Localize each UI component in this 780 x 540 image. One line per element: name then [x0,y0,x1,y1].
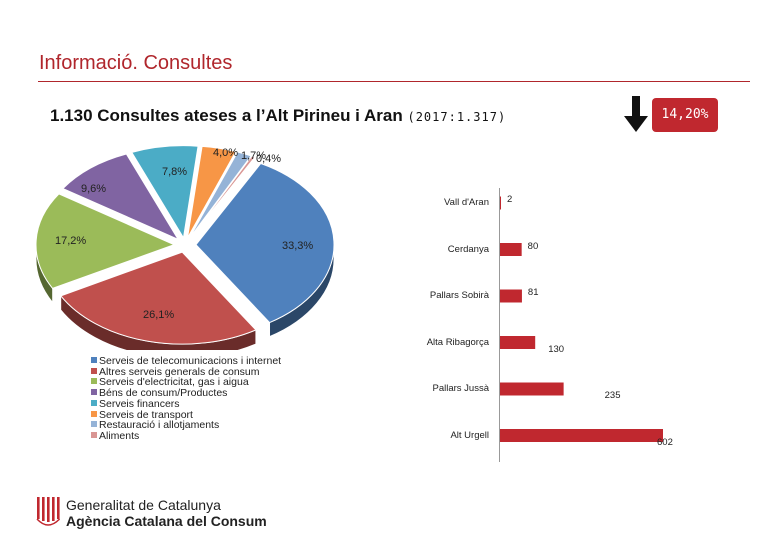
legend-label: Serveis de transport [99,408,193,421]
legend-swatch [91,367,97,374]
pie-slice-label: 9,6% [81,183,107,195]
legend-item: Altres serveis generals de consum [91,365,281,378]
pie-slice [187,145,237,239]
pie-slice-label: 0,4% [256,153,282,165]
legend-item: Béns de consum/Productes [91,388,281,399]
legend-label: Serveis de telecomunicacions i internet [99,355,282,367]
pie-slice [195,162,335,324]
legend-swatch [91,431,97,438]
bar-chart [499,188,663,462]
bar-value-label: 2 [507,194,513,205]
legend-item: Serveis financers [91,397,281,410]
chart-subtitle: 1.130 Consultes ateses a l’Alt Pirineu i… [50,106,506,126]
bar [500,289,522,303]
bar [500,196,501,210]
bar-value-label: 235 [604,390,621,401]
legend-swatch [91,421,97,428]
bar-value-label: 80 [527,240,539,252]
legend-item: Aliments [91,431,281,442]
pie-slice-label: 17,2% [55,235,87,247]
bar-value-label: 81 [527,287,539,298]
pie-slice [35,193,176,289]
pie-slice-label: 26,1% [143,309,175,321]
org-name: Generalitat de Catalunya [66,497,221,513]
pie-chart [35,145,335,350]
pie-slice [189,155,256,239]
legend-swatch [91,389,97,396]
bar [500,429,663,442]
title-underline [38,81,750,82]
bar [500,243,522,256]
arrow-down-icon [624,96,648,132]
legend-item: Serveis d'electricitat, gas i aigua [91,377,281,388]
pie-slice [131,145,199,240]
bar-category-label: Pallars Sobirà [429,290,489,301]
legend-swatch [91,410,97,417]
agency-name: Agència Catalana del Consum [66,513,267,529]
legend-label: Béns de consum/Productes [99,387,228,400]
bar-category-label: Cerdanya [447,243,489,255]
pie-slice [62,153,180,241]
bar-value-label: 130 [548,343,565,355]
legend-label: Restauració i allotjaments [99,419,220,432]
legend-swatch [91,378,97,385]
bar-value-label: 602 [657,436,673,448]
generalitat-logo-icon [36,497,60,526]
bar-category-label: Pallars Jussà [432,383,490,394]
bar-category-label: Alt Urgell [450,429,489,441]
pie-slice-label: 33,3% [282,240,314,252]
subtitle-previous-year: (2017:1.317) [407,110,507,124]
bar [500,382,564,396]
pie-slice [59,251,257,345]
legend-label: Serveis financers [99,397,180,410]
legend-label: Aliments [99,429,140,442]
pie-slice-label: 7,8% [162,166,188,178]
legend-item: Serveis de transport [91,408,281,421]
legend-swatch [91,399,97,406]
pie-slice-label: 4,0% [213,147,239,159]
bar-category-label: Alta Ribagorça [426,336,489,348]
bar-category-label: Vall d'Aran [444,197,489,208]
subtitle-main: 1.130 Consultes ateses a l’Alt Pirineu i… [50,106,403,125]
page-title: Informació. Consultes [39,52,233,74]
bar [500,336,536,349]
pie-slice-label: 1,7% [241,150,267,162]
pie-legend: Serveis de telecomunicacions i internet A… [91,356,281,442]
legend-item: Serveis de telecomunicacions i internet [91,356,281,367]
pie-slice [188,151,252,239]
legend-label: Altres serveis generals de consum [99,365,260,378]
legend-label: Serveis d'electricitat, gas i aigua [99,376,249,389]
legend-swatch [91,357,97,363]
legend-item: Restauració i allotjaments [91,420,281,431]
change-badge: 14,20% [652,98,718,132]
